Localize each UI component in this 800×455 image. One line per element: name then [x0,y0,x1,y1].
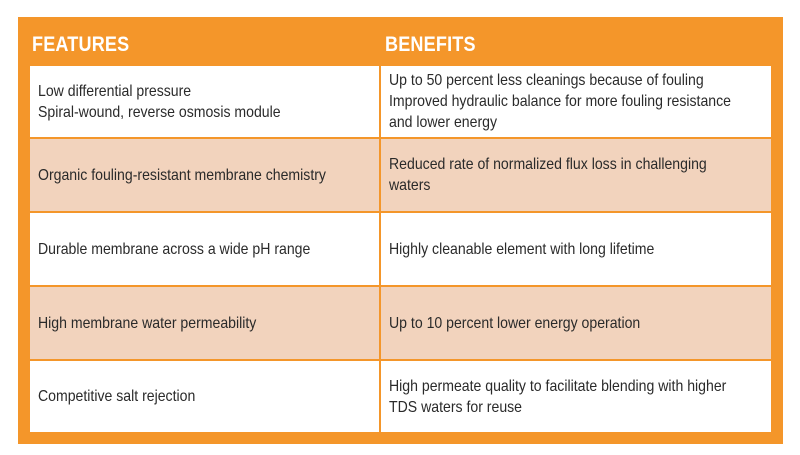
feature-text-line: Spiral-wound, reverse osmosis module [38,103,281,121]
benefit-text-line: Highly cleanable element with long lifet… [389,240,655,258]
table-row: Organic fouling-resistant membrane chemi… [30,139,771,211]
benefit-cell: Reduced rate of normalized flux loss in … [381,139,771,211]
benefit-cell: Up to 10 percent lower energy operation [381,287,771,359]
feature-cell: Low differential pressure Spiral-wound, … [30,66,379,137]
benefit-text-line: Up to 10 percent lower energy operation [389,314,641,332]
feature-cell: Organic fouling-resistant membrane chemi… [30,139,379,211]
benefit-text-line: TDS waters for reuse [389,398,523,416]
row-divider [30,211,771,213]
feature-text-line: Organic fouling-resistant membrane chemi… [38,166,326,184]
table-row: Low differential pressure Spiral-wound, … [30,66,771,137]
benefit-text-line: High permeate quality to facilitate blen… [389,377,727,395]
feature-cell: Competitive salt rejection [30,361,379,432]
benefit-text-line: Up to 50 percent less cleanings because … [389,72,704,89]
table-row: Competitive salt rejection High permeate… [30,361,771,432]
table-row: Durable membrane across a wide pH range … [30,213,771,285]
benefit-text-line: Improved hydraulic balance for more foul… [389,93,732,110]
feature-text-line: High membrane water permeability [38,314,257,332]
benefit-cell: Up to 50 percent less cleanings because … [381,66,771,137]
benefit-text-line: Reduced rate of normalized flux loss in … [389,156,707,173]
features-column-header: FEATURES [32,33,130,56]
feature-text-line: Durable membrane across a wide pH range [38,240,311,258]
feature-cell: High membrane water permeability [30,287,379,359]
benefit-text-line: and lower energy [389,114,498,131]
feature-text-line: Competitive salt rejection [38,388,196,405]
features-benefits-table-frame: FEATURES BENEFITS Low differential press… [18,17,783,444]
table-row: High membrane water permeability Up to 1… [30,287,771,359]
benefit-text-line: waters [389,177,431,194]
benefit-cell: Highly cleanable element with long lifet… [381,213,771,285]
table-header: FEATURES BENEFITS [18,17,783,65]
benefits-column-header: BENEFITS [385,33,476,56]
row-divider [30,359,771,361]
feature-text-line: Low differential pressure [38,82,192,100]
row-divider [30,285,771,287]
row-divider [30,137,771,139]
benefit-cell: High permeate quality to facilitate blen… [381,361,771,432]
feature-cell: Durable membrane across a wide pH range [30,213,379,285]
